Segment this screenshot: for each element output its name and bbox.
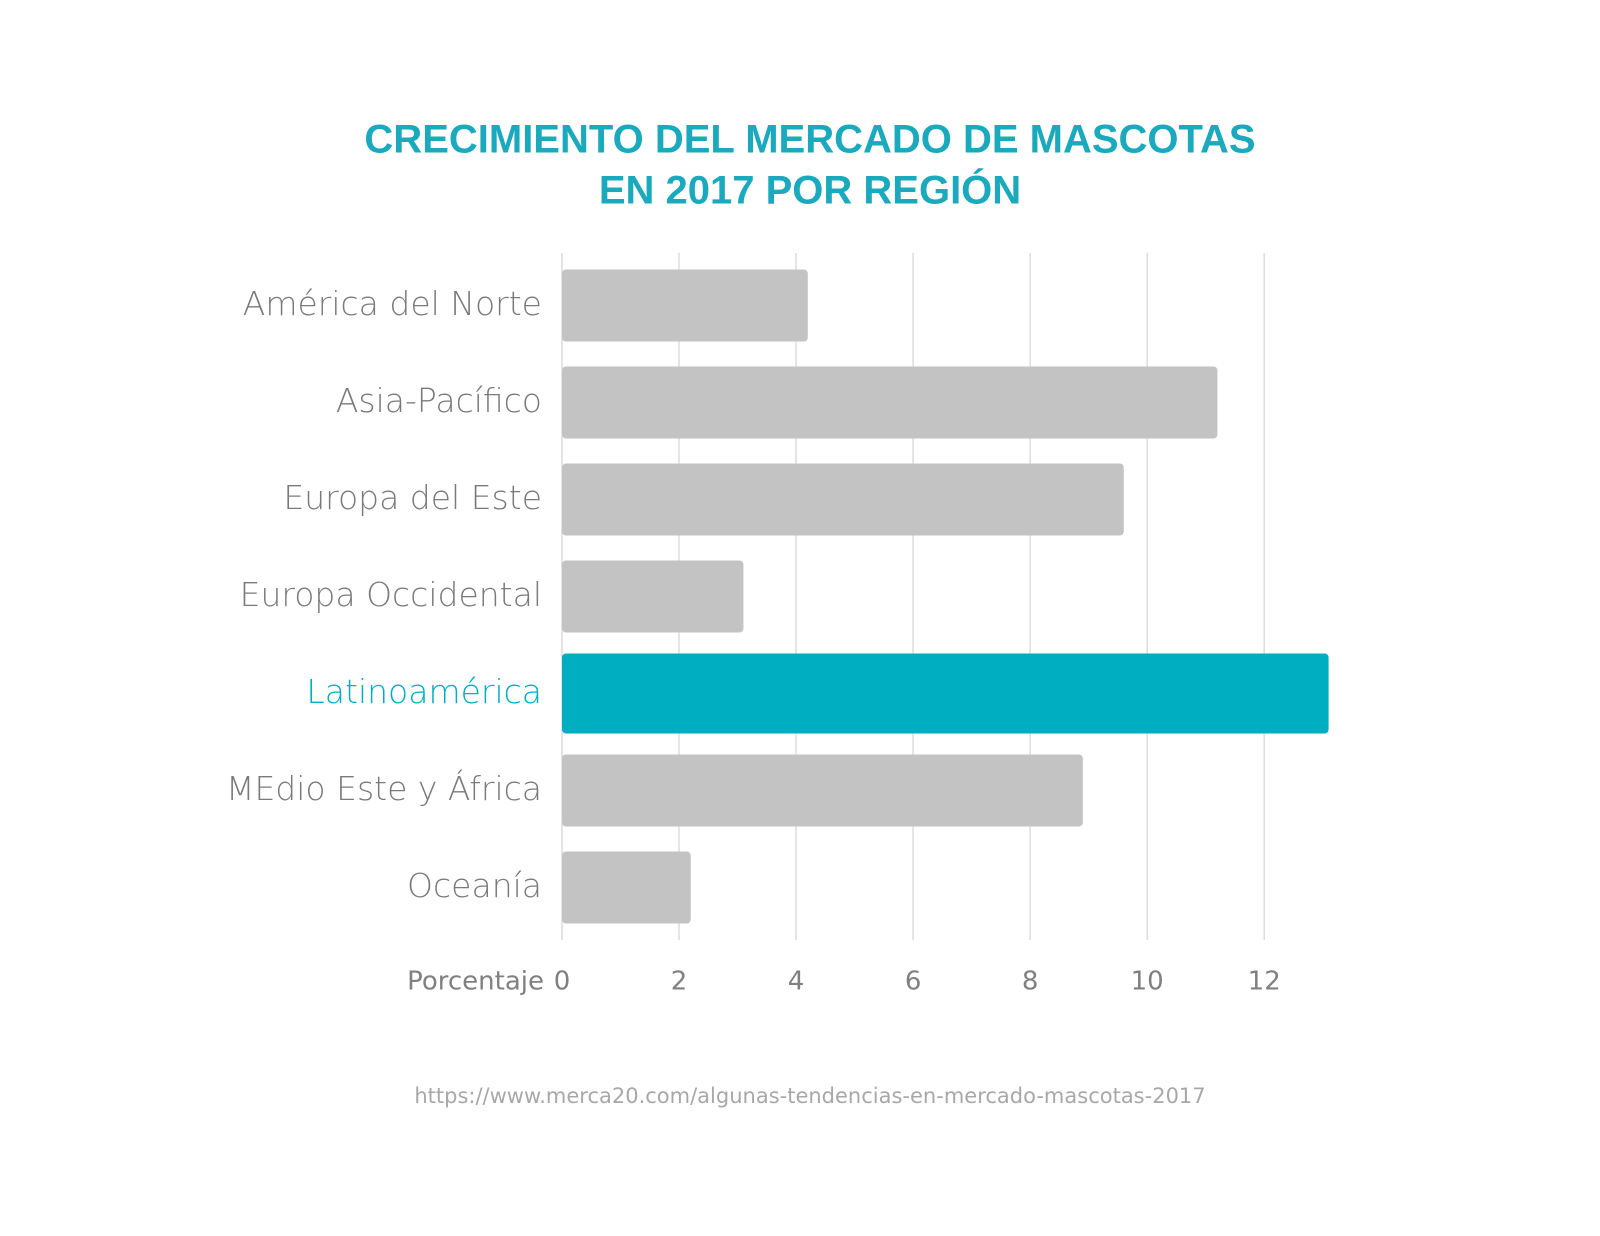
bar [562, 366, 1218, 439]
bar [562, 560, 744, 633]
x-tick-label: 0 [554, 967, 571, 997]
x-tick-label: 8 [1022, 967, 1039, 997]
chart-title: CRECIMIENTO DEL MERCADO DE MASCOTAS [364, 118, 1255, 162]
chart-title: EN 2017 POR REGIÓN [599, 167, 1021, 213]
y-tick-label: Europa del Este [283, 478, 542, 517]
bar [562, 754, 1083, 827]
x-tick-label: 12 [1248, 967, 1281, 997]
y-tick-label: Latinoamérica [306, 672, 542, 711]
bar [562, 851, 691, 924]
y-tick-label: MEdio Este y África [226, 768, 542, 808]
x-tick-label: 10 [1131, 967, 1164, 997]
x-axis-label: Porcentaje [407, 967, 544, 997]
x-tick-label: 4 [788, 967, 805, 997]
bar [562, 653, 1329, 734]
y-tick-label: Oceanía [407, 866, 542, 905]
y-tick-label: Asia-Pacífico [336, 381, 542, 420]
x-tick-label: 6 [905, 967, 922, 997]
y-tick-label: Europa Occidental [240, 575, 542, 614]
source: https://www.merca20.com/algunas-tendenci… [414, 1084, 1205, 1108]
bar [562, 269, 808, 342]
bar [562, 463, 1124, 536]
x-tick-label: 2 [671, 967, 688, 997]
y-tick-label: América del Norte [243, 284, 542, 323]
